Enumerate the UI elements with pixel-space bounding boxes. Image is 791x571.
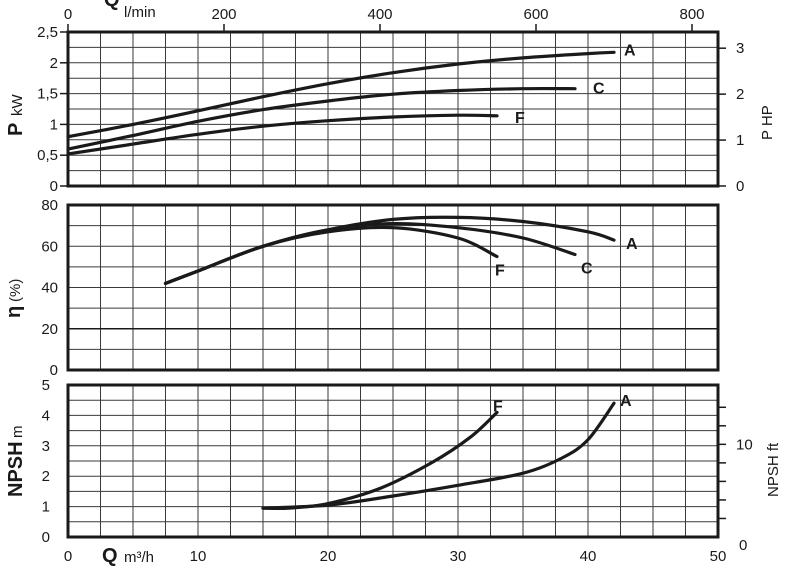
efficiency-tick-label: 60 [41, 238, 58, 255]
npsh-series-label-a: A [620, 393, 632, 410]
bottom-axis-unit: m³/h [124, 549, 154, 566]
power-kw-tick-label: 2,5 [37, 24, 58, 41]
npsh-m-tick-label: 0 [42, 529, 50, 546]
npsh-panel-frame [66, 383, 720, 539]
power-series-label-f: F [515, 110, 525, 127]
bottom-x-tick-label: 10 [190, 548, 207, 565]
npsh-m-tick-label: 3 [42, 438, 50, 455]
top-lpm-tick-label: 0 [64, 6, 72, 23]
efficiency-panel-frame [66, 203, 720, 372]
power-hp-axis-label: P HP [759, 105, 776, 140]
efficiency-tick-label: 80 [41, 197, 58, 214]
top-lpm-tick-label: 800 [679, 6, 704, 23]
npsh-m-tick-label: 1 [42, 499, 50, 516]
power-kw-tick-label: 1,5 [37, 86, 58, 103]
efficiency-axis-label-big: η [3, 306, 25, 318]
power-kw-tick-label: 1 [50, 116, 58, 133]
power-curve-c [66, 86, 577, 151]
top-axis-unit: l/min [124, 4, 156, 21]
power-hp-tick-label: 3 [736, 40, 744, 57]
efficiency-tick-label: 0 [50, 362, 58, 379]
npsh-m-tick-label: 5 [42, 377, 50, 394]
efficiency-series-label-f: F [495, 263, 505, 280]
top-lpm-tick-label: 400 [367, 6, 392, 23]
power-kw-tick-label: 2 [50, 55, 58, 72]
efficiency-tick-label: 20 [41, 321, 58, 338]
axis-labels: Q l/min P kW P HP η (%) NPSH m NPSH ft Q… [3, 0, 782, 567]
npsh-m-tick-label: 2 [42, 468, 50, 485]
power-kw-tick-label: 0 [50, 178, 58, 195]
efficiency-curve-f [163, 225, 499, 285]
efficiency-tick-label: 40 [41, 280, 58, 297]
bottom-x-tick-label: 50 [710, 548, 727, 565]
npsh-curve-f [261, 410, 499, 511]
npsh-axis-unit: m [9, 426, 26, 439]
power-series-label-a: A [624, 42, 636, 59]
grid-layer [68, 32, 718, 537]
efficiency-series-label-c: C [581, 261, 593, 278]
power-panel-frame [66, 30, 720, 188]
bottom-x-tick-label: 40 [580, 548, 597, 565]
efficiency-axis-unit: (%) [7, 279, 24, 302]
top-axis-label-big: Q [104, 0, 120, 11]
bottom-x-tick-label: 0 [64, 548, 72, 565]
power-axis-label-big: P [5, 123, 27, 136]
npsh-curve-a [261, 401, 616, 510]
npsh-ft-axis-label: NPSH ft [765, 442, 782, 497]
bottom-x-tick-label: 30 [450, 548, 467, 565]
curve-layer: A C F A C F F A [66, 42, 638, 511]
frame-layer [66, 30, 720, 539]
power-hp-tick-label: 0 [736, 178, 744, 195]
npsh-axis-label-big: NPSH [5, 441, 27, 497]
power-curve-f [66, 113, 499, 156]
npsh-ft-tick-label: 0 [739, 537, 747, 554]
efficiency-series-label-a: A [626, 236, 638, 253]
top-lpm-tick-label: 200 [211, 6, 236, 23]
bottom-axis-label-big: Q [102, 545, 118, 567]
top-lpm-tick-label: 600 [523, 6, 548, 23]
npsh-m-tick-label: 4 [42, 407, 50, 424]
power-hp-tick-label: 1 [736, 132, 744, 149]
power-curve-a [66, 50, 616, 139]
power-hp-tick-label: 2 [736, 86, 744, 103]
npsh-series-label-f: F [493, 398, 503, 415]
efficiency-curve-c [163, 221, 577, 285]
power-series-label-c: C [593, 81, 605, 98]
npsh-ft-tick-label: 10 [736, 436, 753, 453]
power-axis-unit: kW [9, 94, 26, 117]
power-kw-tick-label: 0,5 [37, 147, 58, 164]
bottom-x-tick-label: 20 [320, 548, 337, 565]
